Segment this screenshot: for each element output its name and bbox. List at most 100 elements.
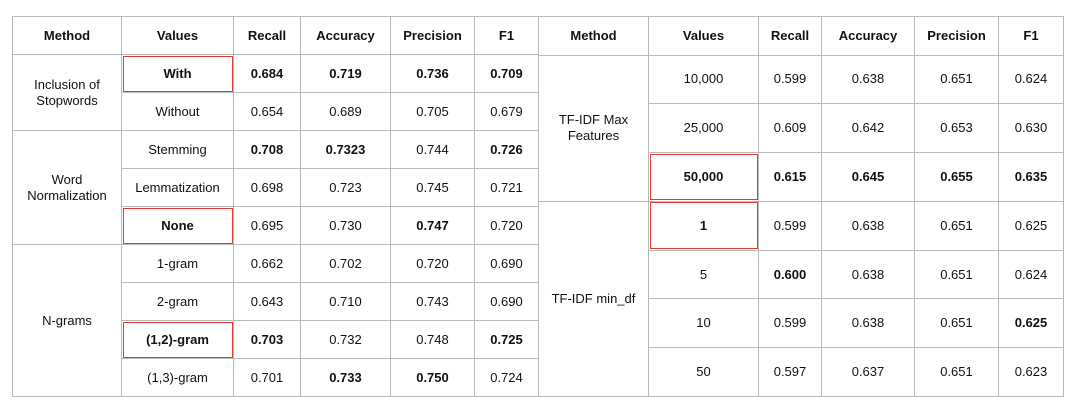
recall-cell: 0.708 (233, 130, 301, 169)
accuracy-cell: 0.733 (300, 358, 391, 397)
accuracy-cell: 0.638 (821, 200, 915, 251)
table-row: Word Normalization Stemming 0.708 0.7323… (12, 130, 539, 245)
recall-cell: 0.654 (233, 92, 301, 131)
recall-cell: 0.662 (233, 244, 301, 283)
recall-cell: 0.597 (758, 347, 822, 397)
recall-cell: 0.599 (758, 200, 822, 251)
precision-cell: 0.744 (390, 130, 475, 169)
header-precision: Precision (914, 16, 999, 56)
recall-cell: 0.615 (758, 152, 822, 202)
f1-cell: 0.624 (998, 249, 1064, 300)
tfidf-results-table: Method Values Recall Accuracy Precision … (538, 16, 1064, 398)
value-cell: 10,000 (648, 54, 759, 105)
header-method: Method (12, 16, 122, 55)
accuracy-cell: 0.7323 (300, 130, 391, 169)
value-cell: 10 (648, 298, 759, 349)
table-row: N-grams 1-gram 0.662 0.702 0.720 0.690 (12, 244, 539, 397)
recall-cell: 0.701 (233, 358, 301, 397)
value-cell: 1 (648, 200, 759, 251)
header-row: Method Values Recall Accuracy Precision … (12, 16, 539, 55)
f1-cell: 0.625 (998, 200, 1064, 251)
accuracy-cell: 0.702 (300, 244, 391, 283)
header-method: Method (538, 16, 649, 56)
recall-cell: 0.599 (758, 298, 822, 349)
f1-cell: 0.725 (474, 320, 539, 359)
precision-cell: 0.743 (390, 282, 475, 321)
recall-cell: 0.703 (233, 320, 301, 359)
precision-cell: 0.651 (914, 249, 999, 300)
precision-cell: 0.748 (390, 320, 475, 359)
precision-cell: 0.651 (914, 54, 999, 105)
f1-cell: 0.724 (474, 358, 539, 397)
f1-cell: 0.630 (998, 103, 1064, 154)
value-cell: 5 (648, 249, 759, 300)
precision-cell: 0.705 (390, 92, 475, 131)
precision-cell: 0.651 (914, 200, 999, 251)
table-row: 5 0.600 0.638 0.651 0.624 (539, 249, 1064, 300)
value-cell: 1-gram (121, 244, 234, 283)
accuracy-cell: 0.719 (300, 54, 391, 93)
f1-cell: 0.635 (998, 152, 1064, 202)
precision-cell: 0.653 (914, 103, 999, 154)
value-cell: 2-gram (121, 282, 234, 321)
table-row: (1,3)-gram 0.701 0.733 0.750 0.724 (13, 358, 539, 397)
table-row: Without 0.654 0.689 0.705 0.679 (13, 92, 539, 131)
value-cell: (1,3)-gram (121, 358, 234, 397)
table-row: Inclusion of Stopwords With 0.684 0.719 … (12, 54, 539, 131)
method-cell: TF-IDF Max Features (538, 54, 649, 202)
accuracy-cell: 0.730 (300, 206, 391, 245)
value-cell: 25,000 (648, 103, 759, 154)
f1-cell: 0.625 (998, 298, 1064, 349)
recall-cell: 0.599 (758, 54, 822, 105)
f1-cell: 0.720 (474, 206, 539, 245)
header-recall: Recall (233, 16, 301, 55)
f1-cell: 0.709 (474, 54, 539, 93)
header-precision: Precision (390, 16, 475, 55)
recall-cell: 0.600 (758, 249, 822, 300)
table-row: (1,2)-gram 0.703 0.732 0.748 0.725 (13, 320, 539, 359)
accuracy-cell: 0.642 (821, 103, 915, 154)
precision-cell: 0.745 (390, 168, 475, 207)
value-cell: (1,2)-gram (121, 320, 234, 359)
results-tables: Method Values Recall Accuracy Precision … (12, 16, 1064, 398)
table-row: 50,000 0.615 0.645 0.655 0.635 (539, 152, 1064, 202)
f1-cell: 0.679 (474, 92, 539, 131)
accuracy-cell: 0.638 (821, 249, 915, 300)
accuracy-cell: 0.723 (300, 168, 391, 207)
method-cell: Inclusion of Stopwords (12, 54, 122, 131)
header-values: Values (121, 16, 234, 55)
recall-cell: 0.684 (233, 54, 301, 93)
table-row: TF-IDF min_df 1 0.599 0.638 0.651 0.625 (538, 200, 1064, 398)
table-row: TF-IDF Max Features 10,000 0.599 0.638 0… (538, 54, 1064, 202)
header-recall: Recall (758, 16, 822, 56)
f1-cell: 0.721 (474, 168, 539, 207)
header-row: Method Values Recall Accuracy Precision … (538, 16, 1064, 56)
table-row: 50 0.597 0.637 0.651 0.623 (539, 347, 1064, 397)
value-cell: Stemming (121, 130, 234, 169)
method-cell: Word Normalization (12, 130, 122, 245)
value-cell: Lemmatization (121, 168, 234, 207)
accuracy-cell: 0.637 (821, 347, 915, 397)
f1-cell: 0.690 (474, 244, 539, 283)
f1-cell: 0.623 (998, 347, 1064, 397)
precision-cell: 0.655 (914, 152, 999, 202)
precision-cell: 0.750 (390, 358, 475, 397)
table-row: 2-gram 0.643 0.710 0.743 0.690 (13, 282, 539, 321)
accuracy-cell: 0.638 (821, 298, 915, 349)
header-f1: F1 (474, 16, 539, 55)
recall-cell: 0.609 (758, 103, 822, 154)
recall-cell: 0.698 (233, 168, 301, 207)
f1-cell: 0.624 (998, 54, 1064, 105)
table-row: Lemmatization 0.698 0.723 0.745 0.721 (13, 168, 539, 207)
header-f1: F1 (998, 16, 1064, 56)
precision-cell: 0.651 (914, 298, 999, 349)
recall-cell: 0.695 (233, 206, 301, 245)
accuracy-cell: 0.732 (300, 320, 391, 359)
value-cell: 50,000 (648, 152, 759, 202)
value-cell: None (121, 206, 234, 245)
header-values: Values (648, 16, 759, 56)
preprocessing-results-table: Method Values Recall Accuracy Precision … (12, 16, 539, 397)
precision-cell: 0.747 (390, 206, 475, 245)
f1-cell: 0.690 (474, 282, 539, 321)
value-cell: 50 (648, 347, 759, 397)
